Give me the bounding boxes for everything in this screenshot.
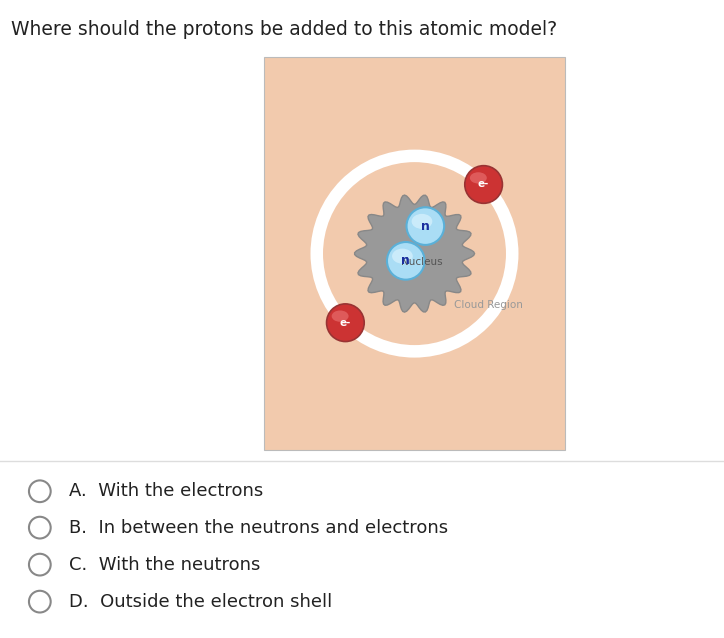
Polygon shape xyxy=(355,195,475,312)
Text: n: n xyxy=(421,219,430,233)
Text: C.  With the neutrons: C. With the neutrons xyxy=(69,556,260,574)
Text: e-: e- xyxy=(478,179,489,189)
Text: n: n xyxy=(401,255,411,267)
Ellipse shape xyxy=(387,242,424,279)
Text: Cloud Region: Cloud Region xyxy=(455,300,523,309)
Text: e-: e- xyxy=(340,318,351,328)
Text: B.  In between the neutrons and electrons: B. In between the neutrons and electrons xyxy=(69,519,448,537)
Ellipse shape xyxy=(327,304,364,341)
FancyBboxPatch shape xyxy=(264,57,565,450)
Ellipse shape xyxy=(470,172,487,184)
Ellipse shape xyxy=(332,311,348,322)
Text: A.  With the electrons: A. With the electrons xyxy=(69,482,263,500)
Ellipse shape xyxy=(465,166,502,204)
Text: D.  Outside the electron shell: D. Outside the electron shell xyxy=(69,593,332,611)
Text: Nucleus: Nucleus xyxy=(401,256,442,267)
Ellipse shape xyxy=(412,214,432,229)
Ellipse shape xyxy=(392,249,413,263)
Ellipse shape xyxy=(407,207,445,245)
Text: Where should the protons be added to this atomic model?: Where should the protons be added to thi… xyxy=(11,20,557,40)
